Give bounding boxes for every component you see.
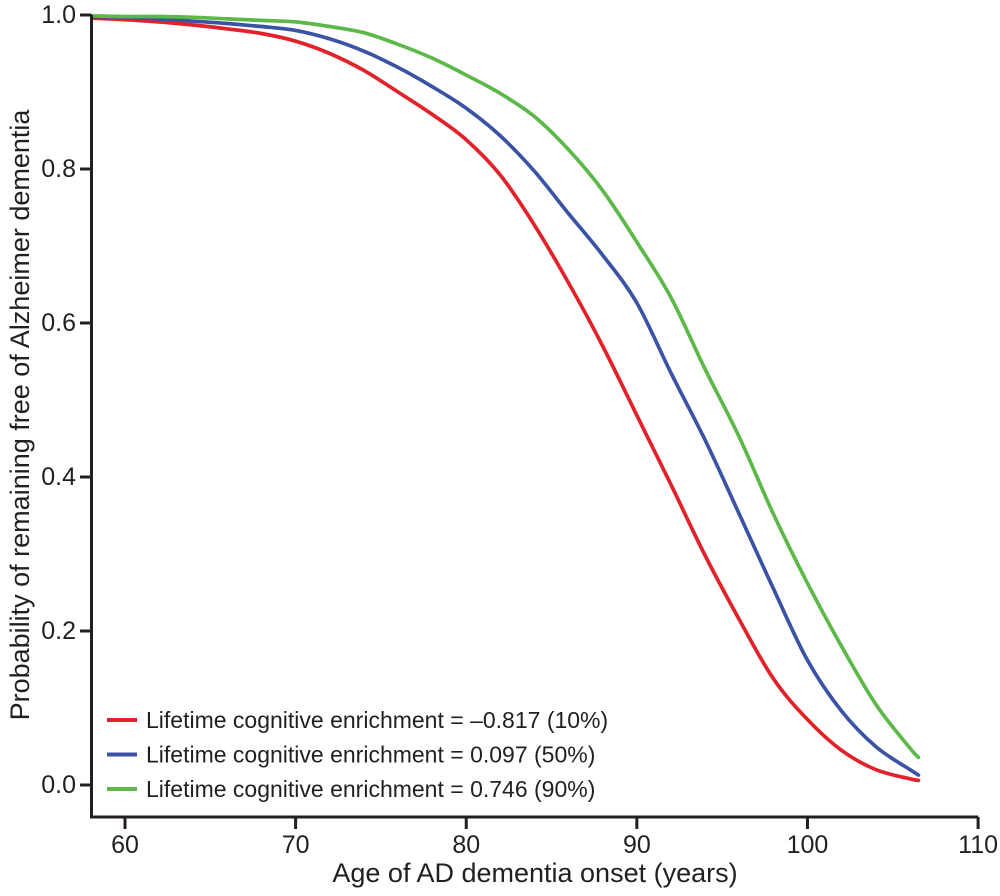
x-axis-title: Age of AD dementia onset (years) (332, 858, 737, 888)
x-tick-label: 80 (452, 831, 480, 859)
x-tick-label: 110 (958, 831, 998, 859)
axis-lines (90, 15, 979, 819)
x-tick-label: 90 (623, 831, 651, 859)
y-tick-label: 0.4 (41, 463, 76, 491)
y-tick-label: 0.0 (41, 771, 76, 799)
curve-10pct (90, 16, 921, 783)
x-tick-label: 60 (111, 831, 139, 859)
legend-item: Lifetime cognitive enrichment = 0.097 (5… (107, 742, 595, 768)
legend-label: Lifetime cognitive enrichment = 0.746 (9… (146, 776, 595, 802)
y-axis-ticks: 0.0 0.2 0.4 0.6 0.8 1.0 (41, 1, 92, 799)
y-tick-label: 0.8 (41, 155, 76, 183)
legend: Lifetime cognitive enrichment = –0.817 (… (107, 707, 608, 802)
x-axis-ticks: 60 70 80 90 100 110 (111, 817, 998, 859)
x-tick-label: 100 (787, 831, 829, 859)
legend-label: Lifetime cognitive enrichment = –0.817 (… (146, 707, 608, 733)
x-tick-label: 70 (282, 831, 310, 859)
curves-layer (90, 13, 921, 783)
y-tick-label: 1.0 (41, 1, 76, 29)
y-axis-title: Probability of remaining free of Alzheim… (5, 109, 35, 721)
curve-90pct (90, 13, 921, 760)
legend-item: Lifetime cognitive enrichment = 0.746 (9… (107, 776, 595, 802)
y-tick-label: 0.2 (41, 617, 76, 645)
legend-label: Lifetime cognitive enrichment = 0.097 (5… (146, 742, 595, 768)
legend-item: Lifetime cognitive enrichment = –0.817 (… (107, 707, 608, 733)
y-tick-label: 0.6 (41, 309, 76, 337)
curve-50pct (90, 14, 921, 777)
